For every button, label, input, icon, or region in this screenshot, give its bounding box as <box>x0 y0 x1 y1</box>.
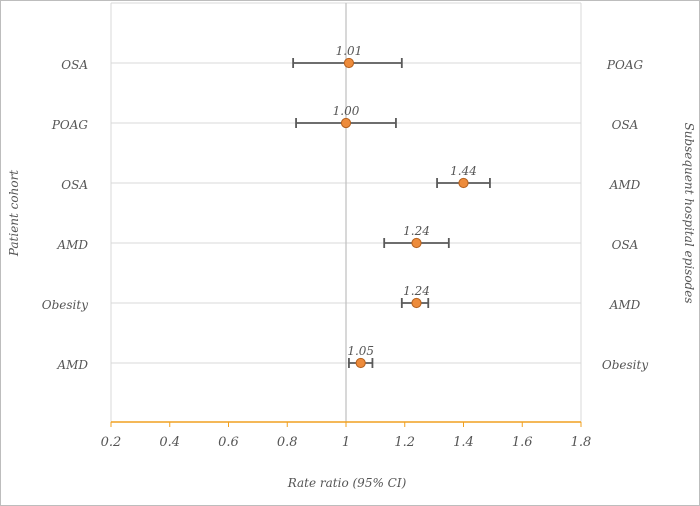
row-label-right: OSA <box>612 118 639 132</box>
labels: 0.2 0.4 0.6 0.8 1 1.2 1.4 1.6 1.8 1.01 OSA POAG 1.00… <box>42 44 649 450</box>
value-label: 1.24 <box>403 224 430 238</box>
x-tick-label: 1.8 <box>571 435 592 450</box>
row-label-right: AMD <box>609 178 641 192</box>
row-label-right: AMD <box>609 298 641 312</box>
row-label-right: POAG <box>606 58 644 72</box>
x-tick-label: 1.6 <box>512 435 533 450</box>
value-label: 1.00 <box>333 104 360 118</box>
x-tick-label: 0.2 <box>101 435 122 450</box>
x-tick-label: 1.4 <box>453 435 474 450</box>
point-estimate <box>411 297 422 309</box>
point-estimate <box>355 357 366 369</box>
value-label: 1.01 <box>336 44 363 58</box>
x-tick-label: 1.2 <box>394 435 415 450</box>
row-label-left: OSA <box>61 58 88 72</box>
point-estimate <box>411 237 422 249</box>
row-label-left: Obesity <box>42 298 88 312</box>
point-estimate <box>343 57 355 69</box>
row-label-left: AMD <box>56 358 88 372</box>
x-tick-label: 1 <box>342 435 350 450</box>
point-estimate <box>340 117 352 129</box>
row-label-right: OSA <box>612 238 639 252</box>
data-marks <box>292 57 491 369</box>
row-label-right: Obesity <box>602 358 648 372</box>
value-label: 1.44 <box>450 164 477 178</box>
y-axis-title-left: Patient cohort <box>7 170 21 257</box>
x-axis-title: Rate ratio (95% CI) <box>287 476 407 490</box>
x-tick-label: 0.8 <box>277 435 298 450</box>
row-label-left: OSA <box>61 178 88 192</box>
point-estimate <box>458 177 469 189</box>
x-tick-label: 0.6 <box>218 435 239 450</box>
row-label-left: POAG <box>51 118 89 132</box>
value-label: 1.24 <box>403 284 430 298</box>
value-label: 1.05 <box>347 344 374 358</box>
x-tick-label: 0.4 <box>159 435 180 450</box>
y-axis-title-right: Subsequent hospital episodes <box>682 123 696 304</box>
row-label-left: AMD <box>56 238 88 252</box>
